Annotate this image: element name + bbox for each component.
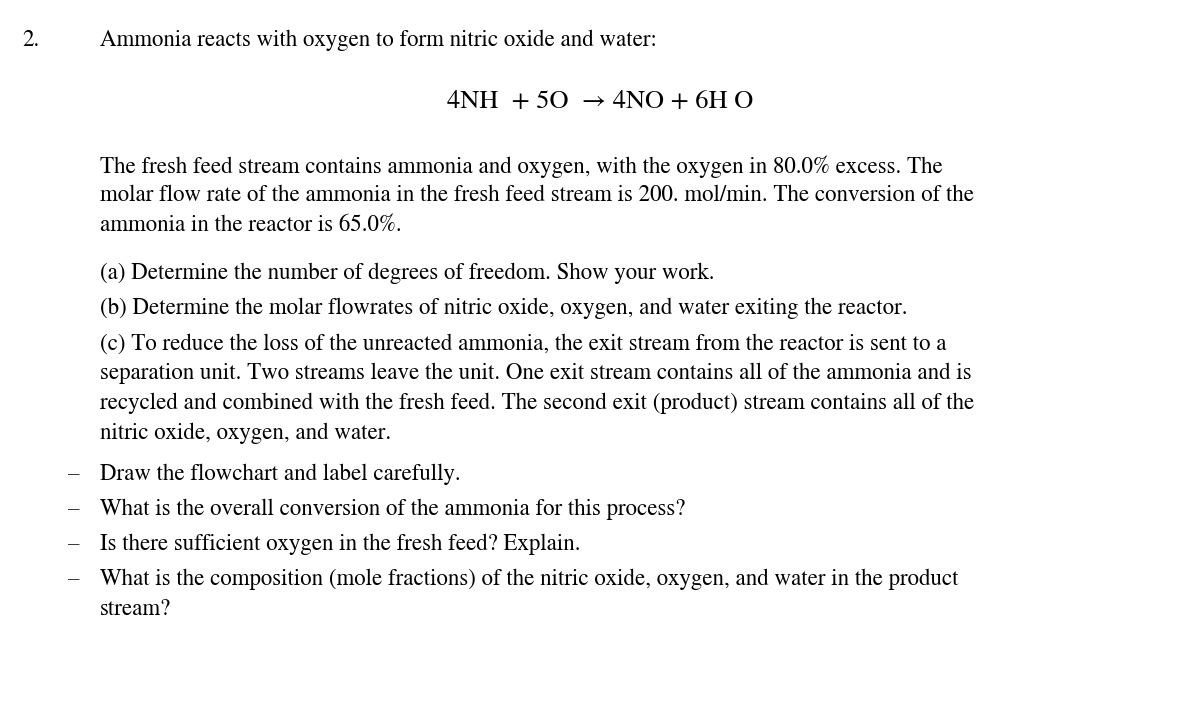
- Text: ammonia in the reactor is 65.0%.: ammonia in the reactor is 65.0%.: [100, 215, 402, 237]
- Text: Ammonia reacts with oxygen to form nitric oxide and water:: Ammonia reacts with oxygen to form nitri…: [100, 30, 656, 52]
- Text: (b) Determine the molar flowrates of nitric oxide, oxygen, and water exiting the: (b) Determine the molar flowrates of nit…: [100, 298, 907, 319]
- Text: (c) To reduce the loss of the unreacted ammonia, the exit stream from the reacto: (c) To reduce the loss of the unreacted …: [100, 333, 947, 354]
- Text: –: –: [68, 464, 79, 486]
- Text: Is there sufficient oxygen in the fresh feed? Explain.: Is there sufficient oxygen in the fresh …: [100, 534, 581, 556]
- Text: 4NH₃ + 5O₂ → 4NO + 6H₂O: 4NH₃ + 5O₂ → 4NO + 6H₂O: [446, 90, 754, 114]
- Text: The fresh feed stream contains ammonia and oxygen, with the oxygen in 80.0% exce: The fresh feed stream contains ammonia a…: [100, 155, 943, 177]
- Text: What is the overall conversion of the ammonia for this process?: What is the overall conversion of the am…: [100, 499, 685, 520]
- Text: –: –: [68, 534, 79, 556]
- Text: 2.: 2.: [22, 30, 40, 52]
- Text: What is the composition (mole fractions) of the nitric oxide, oxygen, and water : What is the composition (mole fractions)…: [100, 569, 959, 590]
- Text: stream?: stream?: [100, 599, 172, 621]
- Text: (a) Determine the number of degrees of freedom. Show your work.: (a) Determine the number of degrees of f…: [100, 263, 714, 285]
- Text: separation unit. Two streams leave the unit. One exit stream contains all of the: separation unit. Two streams leave the u…: [100, 363, 972, 384]
- Text: molar flow rate of the ammonia in the fresh feed stream is 200. mol/min. The con: molar flow rate of the ammonia in the fr…: [100, 185, 974, 206]
- Text: –: –: [68, 569, 79, 590]
- Text: nitric oxide, oxygen, and water.: nitric oxide, oxygen, and water.: [100, 423, 391, 444]
- Text: recycled and combined with the fresh feed. The second exit (product) stream cont: recycled and combined with the fresh fee…: [100, 393, 974, 414]
- Text: Draw the flowchart and label carefully.: Draw the flowchart and label carefully.: [100, 464, 461, 486]
- Text: –: –: [68, 499, 79, 520]
